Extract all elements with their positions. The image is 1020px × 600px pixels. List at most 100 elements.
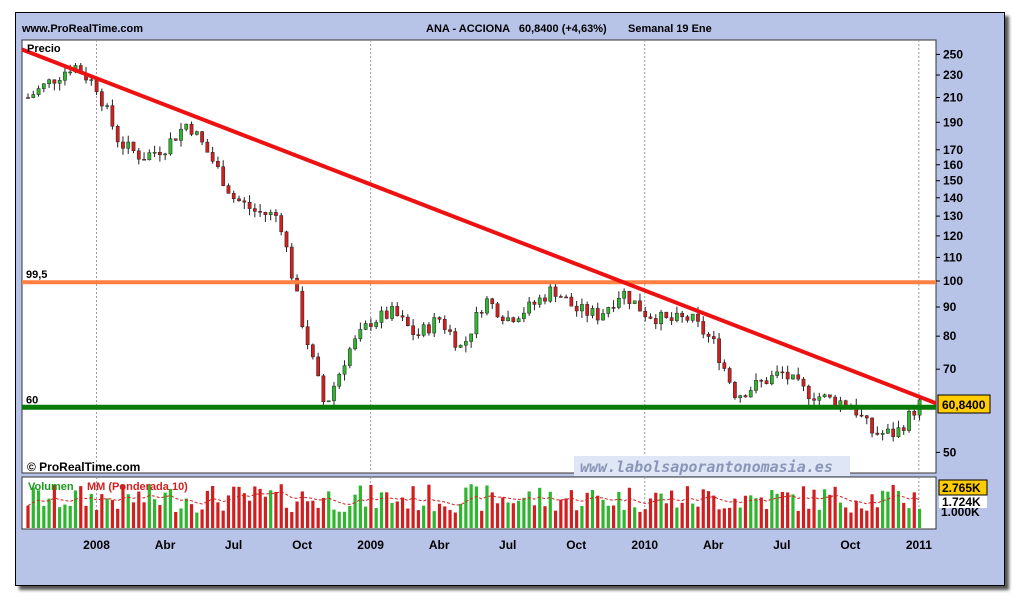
candle-body (416, 334, 421, 336)
volume-bar (553, 510, 558, 528)
candle-body (305, 326, 310, 346)
volume-bar (807, 508, 811, 528)
candle-body (696, 313, 700, 322)
candle-body (247, 201, 252, 209)
site-label[interactable]: www.ProRealTime.com (22, 23, 144, 35)
price-panel (21, 39, 937, 474)
candle-body (785, 371, 790, 380)
candle-body (907, 411, 911, 431)
volume-bar (163, 492, 167, 528)
copyright-label: © ProRealTime.com (27, 460, 140, 474)
x-tick-label: Abr (703, 538, 724, 552)
volume-bar (606, 505, 610, 528)
volume-bar (659, 493, 663, 528)
price-panel-title: Precio (27, 43, 61, 55)
last-price-label-bg (937, 394, 991, 414)
volume-bar (506, 502, 510, 528)
volume-bar (232, 486, 236, 528)
candle-body (653, 318, 658, 325)
volume-bar (242, 493, 246, 528)
volume-bar (94, 510, 99, 528)
candle-body (289, 246, 294, 279)
volume-bar (559, 499, 563, 528)
candle-body (912, 411, 917, 416)
volume-bar (580, 506, 584, 528)
volume-bar (379, 492, 384, 528)
volume-bar (58, 507, 62, 528)
volume-bar (722, 508, 726, 528)
candle-body (733, 382, 737, 398)
volume-bar (290, 511, 294, 528)
candle-body (843, 400, 848, 406)
volume-bar (733, 498, 737, 528)
candle-body (537, 297, 542, 305)
candle-body (205, 141, 210, 153)
volume-bar (332, 509, 336, 528)
candle-body (363, 323, 368, 330)
volume-bar (337, 511, 341, 528)
volume-bar (828, 494, 832, 528)
volume-bar (110, 500, 115, 528)
volume-value-label: 2.765K (942, 481, 981, 495)
quote-value: 60,8400 (+4,63%) (518, 23, 607, 35)
candle-body (711, 336, 716, 339)
candle-body (427, 324, 431, 334)
candle-body (548, 286, 553, 302)
volume-bar (801, 486, 806, 528)
candle-body (268, 212, 273, 215)
volume-bar (611, 505, 616, 528)
candle-body (543, 297, 547, 302)
candle-body (63, 71, 67, 81)
volume-bar (26, 505, 30, 528)
volume-bar (838, 502, 843, 528)
candle-body (490, 298, 495, 305)
volume-bar (728, 507, 732, 528)
volume-bar (189, 504, 194, 528)
candle-body (47, 79, 51, 85)
volume-bar (274, 491, 278, 528)
volume-bar (881, 490, 885, 528)
last-price-label: 60,8400 (942, 398, 986, 412)
volume-bar (564, 498, 568, 528)
watermark-bg (574, 456, 850, 476)
candle-body (411, 325, 415, 335)
candle-body (901, 427, 906, 431)
candle-body (722, 362, 727, 369)
volume-bar (131, 502, 136, 528)
candle-body (495, 303, 500, 318)
volume-bar (627, 487, 631, 528)
volume-bar (569, 490, 573, 528)
candle-body (432, 317, 437, 334)
volume-bar (453, 512, 457, 528)
candle-body (131, 141, 136, 152)
candle-body (469, 333, 473, 342)
candle-body (500, 316, 505, 322)
candle-body (263, 212, 268, 215)
volume-bar (321, 498, 326, 528)
candle-body (532, 301, 537, 305)
candle-body (680, 312, 685, 318)
candle-body (574, 305, 579, 312)
volume-bar (316, 507, 320, 528)
volume-bar (817, 509, 821, 528)
volume-bar (685, 486, 690, 528)
volume-bar (284, 507, 289, 528)
candle-body (743, 395, 748, 398)
volume-bar (158, 505, 162, 528)
candle-body (664, 311, 669, 318)
volume-bar (364, 506, 368, 528)
volume-bar (142, 502, 146, 528)
x-tick-label: Abr (429, 538, 450, 552)
candle-body (231, 193, 236, 200)
volume-bar (195, 512, 199, 528)
volume-bar (179, 508, 183, 528)
volume-bar (917, 508, 922, 528)
volume-bar (770, 490, 774, 528)
volume-bar (891, 484, 895, 528)
candle-body (485, 298, 489, 314)
x-tick-label: Oct (566, 538, 586, 552)
candle-body (812, 398, 816, 401)
volume-bar (859, 508, 864, 528)
volume-bar (643, 509, 647, 528)
candle-body (136, 150, 141, 160)
